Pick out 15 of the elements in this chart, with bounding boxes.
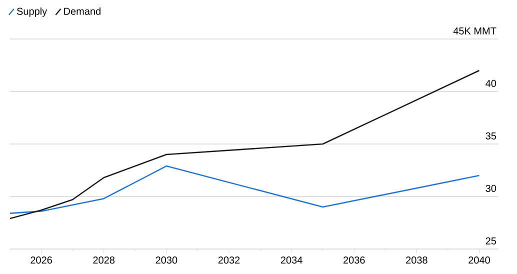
y-tick-label: 25 — [486, 237, 496, 244]
y-tick-label: 40 — [486, 80, 496, 87]
y-tick-label: 45K MMT — [453, 27, 496, 34]
x-tick-label: 2028 — [93, 256, 115, 264]
x-tick-label: 2038 — [406, 256, 428, 264]
x-tick-label: 2032 — [218, 256, 240, 264]
x-tick-label: 2040 — [468, 256, 490, 264]
x-tick-label: 2026 — [30, 256, 52, 264]
y-tick-label: 35 — [486, 132, 496, 140]
x-tick-label: 2034 — [280, 256, 302, 264]
legend-label: Supply — [16, 8, 48, 17]
x-tick-label: 2030 — [156, 256, 178, 264]
x-tick-label: 2036 — [343, 256, 365, 264]
legend-label: Demand — [64, 8, 100, 15]
y-tick-label: 30 — [486, 184, 496, 192]
